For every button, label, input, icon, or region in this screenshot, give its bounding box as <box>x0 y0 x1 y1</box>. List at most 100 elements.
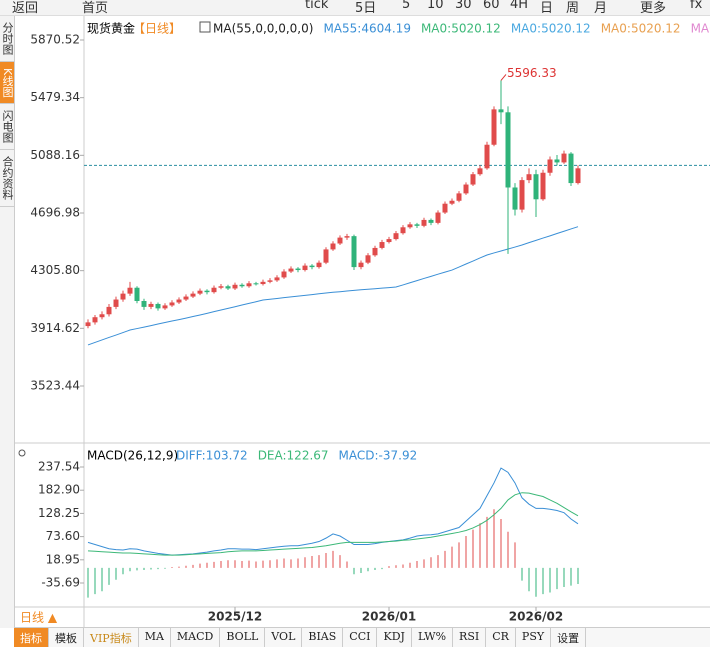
legend-entry: MA55:4604.19 <box>323 22 411 36</box>
candle-body <box>288 268 294 272</box>
candle-body <box>491 109 497 145</box>
candle-body <box>407 224 413 228</box>
candle-body <box>421 219 427 226</box>
candle-body <box>526 174 532 181</box>
candle-body <box>337 237 343 244</box>
candle-body <box>393 233 399 240</box>
indicator-tab[interactable]: BIAS <box>302 628 344 647</box>
toolbar-button[interactable]: 返回 <box>12 1 39 16</box>
candle-body <box>372 247 378 256</box>
candle-body <box>141 301 147 307</box>
toolbar-button[interactable]: 60 <box>483 0 500 12</box>
indicator-tab[interactable]: CR <box>486 628 516 647</box>
legend-entry: MA0:5020.12 <box>421 22 501 36</box>
y-tick-label: 4696.98 <box>30 205 80 219</box>
indicator-tab[interactable]: 模板 <box>49 628 84 647</box>
candle-body <box>316 262 322 268</box>
candle-body <box>358 262 364 268</box>
indicator-tab[interactable]: MA <box>139 628 171 647</box>
candle-body <box>568 153 574 184</box>
legend-entry: MA0:5020.12 <box>511 22 591 36</box>
candle-body <box>120 293 126 300</box>
y-tick-label: 5088.16 <box>30 148 80 162</box>
legend-entry: MACD:-37.92 <box>339 449 418 463</box>
candle-body <box>148 303 154 307</box>
candle-body <box>477 168 483 175</box>
candle-body <box>470 174 476 185</box>
toolbar-button[interactable]: tick <box>305 0 329 12</box>
side-tab[interactable]: 分时图 <box>0 16 14 62</box>
x-tick-label: 2026/02 <box>509 610 563 624</box>
toolbar-button[interactable]: 30 <box>455 0 472 12</box>
toolbar-button[interactable]: 周 <box>566 1 580 16</box>
candle-body <box>204 290 210 293</box>
candle-body <box>505 112 511 188</box>
indicator-tab[interactable]: MACD <box>171 628 221 647</box>
side-tab[interactable]: 合约资料 <box>0 150 14 208</box>
indicator-tab[interactable]: BOLL <box>220 628 266 647</box>
indicator-tab[interactable]: RSI <box>453 628 487 647</box>
toolbar-button[interactable]: fx <box>690 0 703 12</box>
candle-body <box>379 242 385 248</box>
indicator-tab[interactable]: 指标 <box>14 628 49 647</box>
toolbar-button[interactable]: 首页 <box>82 1 109 16</box>
indicator-tab[interactable]: VIP指标 <box>84 628 139 647</box>
candle-body <box>456 193 462 201</box>
y-tick-label: -35.69 <box>41 576 80 590</box>
candle-body <box>211 287 217 293</box>
toolbar-button[interactable]: 月 <box>594 1 608 16</box>
toolbar-button[interactable]: 5日 <box>355 1 377 16</box>
indicator-tab[interactable]: KDJ <box>377 628 412 647</box>
x-tick-label: 2026/01 <box>362 610 416 624</box>
candle-body <box>295 268 301 271</box>
candle-body <box>253 283 259 285</box>
period-label: 【日线】 <box>133 22 181 36</box>
legend-entry: MA0:5020.12 <box>691 22 710 36</box>
period-selector[interactable]: 日线 ▲ <box>20 611 58 625</box>
macd-line <box>87 467 579 556</box>
indicator-tab[interactable]: 设置 <box>551 628 587 647</box>
candle-body <box>484 144 490 169</box>
toolbar-button[interactable]: 10 <box>427 0 444 12</box>
side-tab[interactable]: K线图 <box>0 62 14 105</box>
toolbar-button[interactable]: 5 <box>402 0 411 12</box>
y-tick-label: 5870.52 <box>30 32 80 46</box>
y-tick-label: 4305.80 <box>30 263 80 277</box>
candle-body <box>533 174 539 200</box>
ma-line <box>87 226 579 346</box>
candle-body <box>99 314 105 318</box>
candle-body <box>127 287 133 294</box>
peak-pointer <box>500 74 507 81</box>
candle-body <box>232 284 238 289</box>
legend-entry: MA0:5020.12 <box>601 22 681 36</box>
x-tick-label: 2025/12 <box>208 610 262 624</box>
indicator-tab[interactable]: PSY <box>516 628 552 647</box>
ma-icon <box>199 21 211 33</box>
peak-label: 5596.33 <box>507 66 557 80</box>
chart-title: 现货黄金 <box>87 21 135 36</box>
toolbar-button[interactable]: 日 <box>540 1 554 16</box>
y-tick-label: 182.90 <box>38 483 80 497</box>
candle-body <box>540 172 546 200</box>
indicator-tab[interactable]: LW% <box>412 628 454 647</box>
candle-body <box>414 224 420 226</box>
side-tab[interactable]: 闪电图 <box>0 104 14 151</box>
macd-line <box>87 492 579 556</box>
candle-body <box>351 236 357 268</box>
legend-entry: DIFF:103.72 <box>176 449 248 463</box>
candle-body <box>134 287 140 302</box>
candle-body <box>554 159 560 163</box>
candle-body <box>176 299 182 303</box>
candle-body <box>92 317 98 323</box>
indicator-tab[interactable]: VOL <box>265 628 303 647</box>
candle-body <box>344 236 350 238</box>
candle-body <box>183 296 189 300</box>
y-tick-label: 5479.34 <box>30 90 80 104</box>
candle-body <box>281 271 287 278</box>
y-tick-label: 3914.62 <box>30 321 80 335</box>
toolbar-button[interactable]: 4H <box>510 0 529 12</box>
toolbar-button[interactable]: 更多 <box>640 1 667 16</box>
indicator-tab[interactable]: CCI <box>343 628 378 647</box>
y-tick-label: 3523.44 <box>30 378 80 392</box>
